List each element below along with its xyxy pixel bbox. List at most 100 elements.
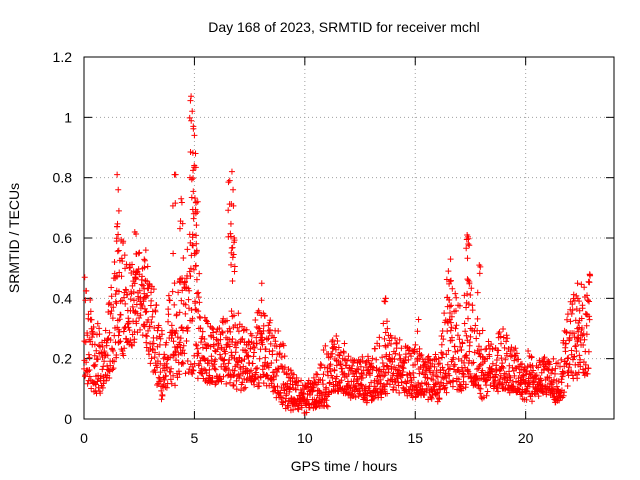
data-point: [117, 311, 124, 318]
data-point: [131, 280, 138, 287]
data-point: [148, 297, 155, 304]
data-point: [212, 366, 219, 373]
data-point: [321, 364, 328, 371]
data-point: [494, 352, 501, 359]
data-point: [565, 354, 572, 361]
data-point: [493, 367, 500, 374]
data-point: [180, 342, 187, 349]
data-point: [324, 368, 331, 375]
data-point: [137, 326, 144, 333]
data-point: [228, 168, 235, 175]
data-point: [256, 383, 263, 390]
data-point: [290, 371, 297, 378]
data-point: [227, 233, 234, 240]
data-point: [176, 339, 183, 346]
data-point: [444, 361, 451, 368]
data-point: [226, 177, 233, 184]
data-point: [96, 331, 103, 338]
data-point: [576, 352, 583, 359]
data-point: [384, 318, 391, 325]
data-point: [574, 375, 581, 382]
data-point: [191, 195, 198, 202]
y-tick-label: 0: [64, 411, 72, 427]
data-point: [170, 372, 177, 379]
data-point: [86, 373, 93, 380]
data-point: [464, 276, 471, 283]
data-point: [425, 381, 432, 388]
data-point: [139, 302, 146, 309]
data-point: [469, 307, 476, 314]
data-point: [157, 360, 164, 367]
data-point: [497, 333, 504, 340]
data-point: [280, 342, 287, 349]
data-point: [512, 345, 519, 352]
data-point: [392, 350, 399, 357]
data-point: [331, 367, 338, 374]
data-point: [230, 186, 237, 193]
data-point: [172, 348, 179, 355]
data-point: [483, 392, 490, 399]
data-point: [268, 359, 275, 366]
data-point: [157, 378, 164, 385]
data-point: [168, 335, 175, 342]
data-point: [430, 369, 437, 376]
data-point: [222, 350, 229, 357]
data-point: [492, 374, 499, 381]
data-point: [370, 364, 377, 371]
data-point: [427, 369, 434, 376]
data-point: [102, 327, 109, 334]
x-tick-label: 20: [518, 430, 534, 446]
data-point: [467, 292, 474, 299]
data-point: [397, 355, 404, 362]
data-point: [269, 347, 276, 354]
data-point: [545, 358, 552, 365]
data-point: [281, 353, 288, 360]
data-point: [114, 171, 121, 178]
data-point: [587, 272, 594, 279]
data-point: [445, 347, 452, 354]
data-point: [392, 335, 399, 342]
data-point: [443, 351, 450, 358]
data-point: [414, 348, 421, 355]
data-point: [175, 289, 182, 296]
x-tick-label: 5: [191, 430, 199, 446]
data-point: [114, 248, 121, 255]
data-point: [99, 366, 106, 373]
data-point: [207, 343, 214, 350]
data-point: [117, 298, 124, 305]
data-points: [81, 93, 594, 416]
data-point: [97, 373, 104, 380]
data-point: [452, 290, 459, 297]
data-point: [224, 317, 231, 324]
data-point: [133, 320, 140, 327]
data-point: [108, 284, 115, 291]
data-point: [186, 287, 193, 294]
y-tick-label: 0.2: [53, 351, 73, 367]
data-point: [378, 390, 385, 397]
data-point: [323, 397, 330, 404]
data-point: [477, 263, 484, 270]
data-point: [430, 376, 437, 383]
data-point: [211, 365, 218, 372]
data-point: [105, 367, 112, 374]
data-point: [429, 360, 436, 367]
data-point: [294, 405, 301, 412]
data-point: [289, 381, 296, 388]
data-point: [546, 361, 553, 368]
data-point: [251, 344, 258, 351]
data-point: [341, 340, 348, 347]
data-point: [466, 280, 473, 287]
data-point: [89, 328, 96, 335]
data-point: [582, 361, 589, 368]
data-point: [132, 275, 139, 282]
data-point: [573, 348, 580, 355]
data-point: [189, 149, 196, 156]
data-point: [414, 358, 421, 365]
data-point: [193, 232, 200, 239]
data-point: [446, 309, 453, 316]
data-point: [141, 256, 148, 263]
data-point: [110, 347, 117, 354]
data-point: [358, 382, 365, 389]
data-point: [336, 352, 343, 359]
data-point: [315, 387, 322, 394]
